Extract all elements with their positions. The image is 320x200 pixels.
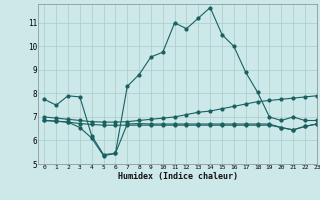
X-axis label: Humidex (Indice chaleur): Humidex (Indice chaleur) — [118, 172, 238, 181]
